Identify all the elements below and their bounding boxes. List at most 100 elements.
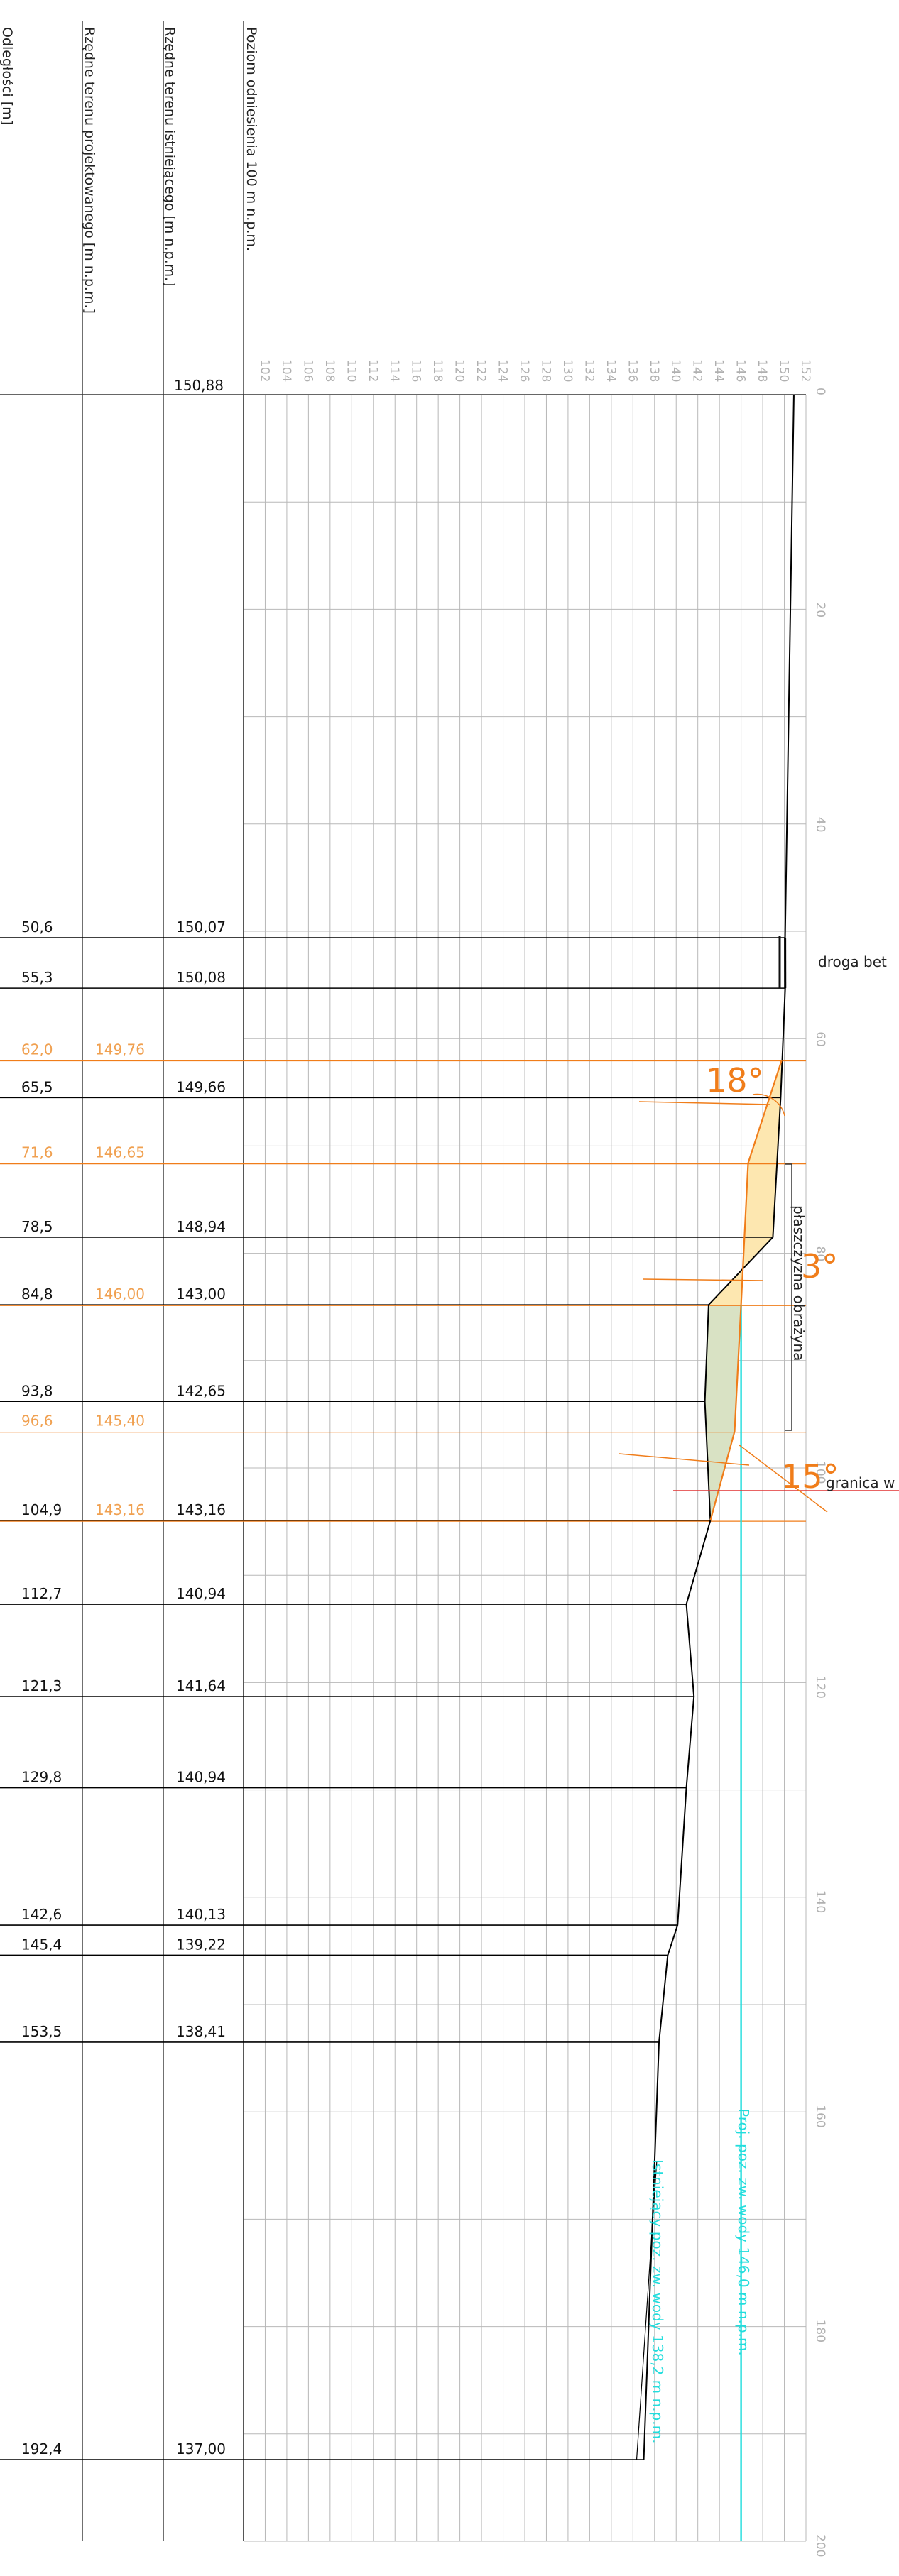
- existing-elevation-label: 137,00: [176, 2440, 226, 2457]
- start-elevation-label: 150,88: [174, 377, 224, 394]
- elevation-tick-label: 112: [366, 359, 380, 382]
- existing-elevation-label: 140,94: [176, 1585, 226, 1602]
- header-distances: Odległości [m]: [0, 27, 15, 125]
- existing-elevation-label: 148,94: [176, 1218, 226, 1235]
- existing-elevation-label: 140,94: [176, 1769, 226, 1786]
- existing-elevation-label: 150,08: [176, 969, 226, 986]
- elevation-tick-label: 110: [344, 359, 358, 382]
- elevation-tick-label: 132: [582, 359, 596, 382]
- elevation-tick-label: 114: [387, 359, 401, 382]
- angle-label-1: 18°: [706, 1061, 764, 1100]
- design-water-label: Proj. poz. zw. wody 146,0 m n.p.m.: [735, 2108, 752, 2356]
- existing-elevation-label: 140,13: [176, 1906, 226, 1923]
- existing-distance-label: 192,4: [21, 2440, 62, 2457]
- existing-water-label: Istniejący poz. zw. wody 138,2 m n.p.m.: [649, 2159, 666, 2443]
- existing-distance-label: 153,5: [21, 2023, 62, 2040]
- elevation-tick-label: 124: [496, 359, 510, 382]
- angle-annotations: 18° 3° 15°: [619, 1061, 839, 1513]
- existing-elevation-label: 150,07: [176, 919, 226, 936]
- station-lines: [0, 937, 806, 2460]
- existing-elevation-label: 141,64: [176, 1677, 226, 1694]
- elevation-tick-label: 122: [474, 359, 488, 382]
- elevation-tick-label: 148: [755, 359, 769, 382]
- distance-tick-label: 160: [813, 2105, 827, 2127]
- cut-area: [704, 1305, 741, 1521]
- cut-fill-areas: [704, 1060, 783, 1521]
- distance-tick-label: 80: [813, 1246, 827, 1262]
- fill-area: [708, 1060, 783, 1305]
- designed-terrain-line: [709, 1060, 783, 1521]
- designed-elevation-label: 146,00: [95, 1286, 145, 1303]
- designed-elevation-label: 145,40: [95, 1413, 145, 1430]
- elevation-tick-label: 118: [430, 359, 445, 382]
- existing-elevation-label: 138,41: [176, 2023, 226, 2040]
- existing-elevation-label: 142,65: [176, 1382, 226, 1399]
- angle-label-3: 15°: [781, 1457, 839, 1496]
- existing-terrain-tail: [636, 2161, 658, 2460]
- distance-tick-label: 140: [813, 1890, 827, 1913]
- existing-distance-label: 55,3: [21, 969, 53, 986]
- elevation-tick-label: 106: [300, 359, 315, 382]
- existing-distance-label: 78,5: [21, 1218, 53, 1235]
- terrain-profiles: [636, 394, 795, 2460]
- designed-distance-label: 71,6: [21, 1144, 53, 1161]
- existing-distance-label: 129,8: [21, 1769, 62, 1786]
- road-label: droga bet: [818, 953, 887, 970]
- station-labels: 50,6 150,07 55,3 150,08 65,5 149,66 78,5 148,94…: [21, 919, 226, 2457]
- designed-distance-label: 96,6: [21, 1413, 53, 1430]
- existing-distance-label: 50,6: [21, 919, 53, 936]
- boundary-label: granica w: [826, 1474, 895, 1491]
- header-designed-terrain: Rzędne terenu projektowanego [m n.p.m.]: [82, 27, 97, 314]
- elevation-tick-label: 136: [625, 359, 639, 382]
- existing-elevation-label: 143,00: [176, 1286, 226, 1303]
- designed-distance-label: 62,0: [21, 1041, 53, 1058]
- elevation-tick-label: 104: [279, 359, 293, 382]
- distance-tick-label: 120: [813, 1675, 827, 1698]
- distance-tick-label: 100: [813, 1461, 827, 1484]
- existing-distance-label: 121,3: [21, 1677, 62, 1694]
- designed-elevation-label: 143,16: [95, 1501, 145, 1518]
- designed-elevation-label: 146,65: [95, 1144, 145, 1161]
- distance-tick-label: 200: [813, 2534, 827, 2557]
- elevation-tick-label: 108: [322, 359, 337, 382]
- existing-distance-label: 142,6: [21, 1906, 62, 1923]
- existing-distance-label: 84,8: [21, 1286, 53, 1303]
- elevation-tick-label: 146: [734, 359, 748, 382]
- slope-zone-annotation: płaszczyzna obrażyna: [785, 1163, 807, 1431]
- distance-tick-label: 20: [813, 602, 827, 618]
- elevation-tick-label: 116: [409, 359, 423, 382]
- angle-label-2: 3°: [801, 1247, 838, 1286]
- existing-distance-label: 65,5: [21, 1078, 53, 1095]
- elevation-tick-label: 142: [690, 359, 704, 382]
- elevation-tick-label: 150: [777, 359, 791, 382]
- elevation-tick-label: 126: [517, 359, 531, 382]
- elevation-tick-label: 134: [604, 359, 618, 382]
- elevation-tick-label: 152: [798, 359, 812, 382]
- road-annotation: droga bet: [778, 936, 887, 988]
- axis-ticks: 102 104 106 108 110 112 114 116 118 120 122 124 126 1…: [257, 359, 827, 2557]
- distance-tick-label: 40: [813, 817, 827, 833]
- elevation-tick-label: 140: [668, 359, 682, 382]
- existing-distance-label: 112,7: [21, 1585, 62, 1602]
- existing-elevation-label: 149,66: [176, 1078, 226, 1095]
- existing-distance-label: 93,8: [21, 1382, 53, 1399]
- designed-elevation-label: 149,76: [95, 1041, 145, 1058]
- elevation-tick-label: 102: [257, 359, 271, 382]
- elevation-tick-label: 120: [452, 359, 467, 382]
- boundary-annotation: granica w: [673, 1474, 899, 1491]
- existing-distance-label: 145,4: [21, 1936, 62, 1953]
- header-reference-level: Poziom odniesienia 100 m n.p.m.: [244, 27, 259, 251]
- distance-tick-label: 60: [813, 1031, 827, 1047]
- distance-tick-label: 180: [813, 2320, 827, 2342]
- elevation-tick-label: 138: [647, 359, 661, 382]
- existing-distance-label: 104,9: [21, 1501, 62, 1518]
- elevation-tick-label: 144: [712, 359, 726, 382]
- elevation-tick-label: 128: [538, 359, 552, 382]
- header-existing-terrain: Rzędne terenu istniejącego [m n.p.m.]: [162, 27, 178, 287]
- existing-elevation-label: 139,22: [176, 1936, 226, 1953]
- elevation-tick-label: 130: [560, 359, 574, 382]
- existing-elevation-label: 143,16: [176, 1501, 226, 1518]
- distance-tick-label: 0: [813, 388, 827, 395]
- slope-zone-label: płaszczyzna obrażyna: [790, 1205, 807, 1361]
